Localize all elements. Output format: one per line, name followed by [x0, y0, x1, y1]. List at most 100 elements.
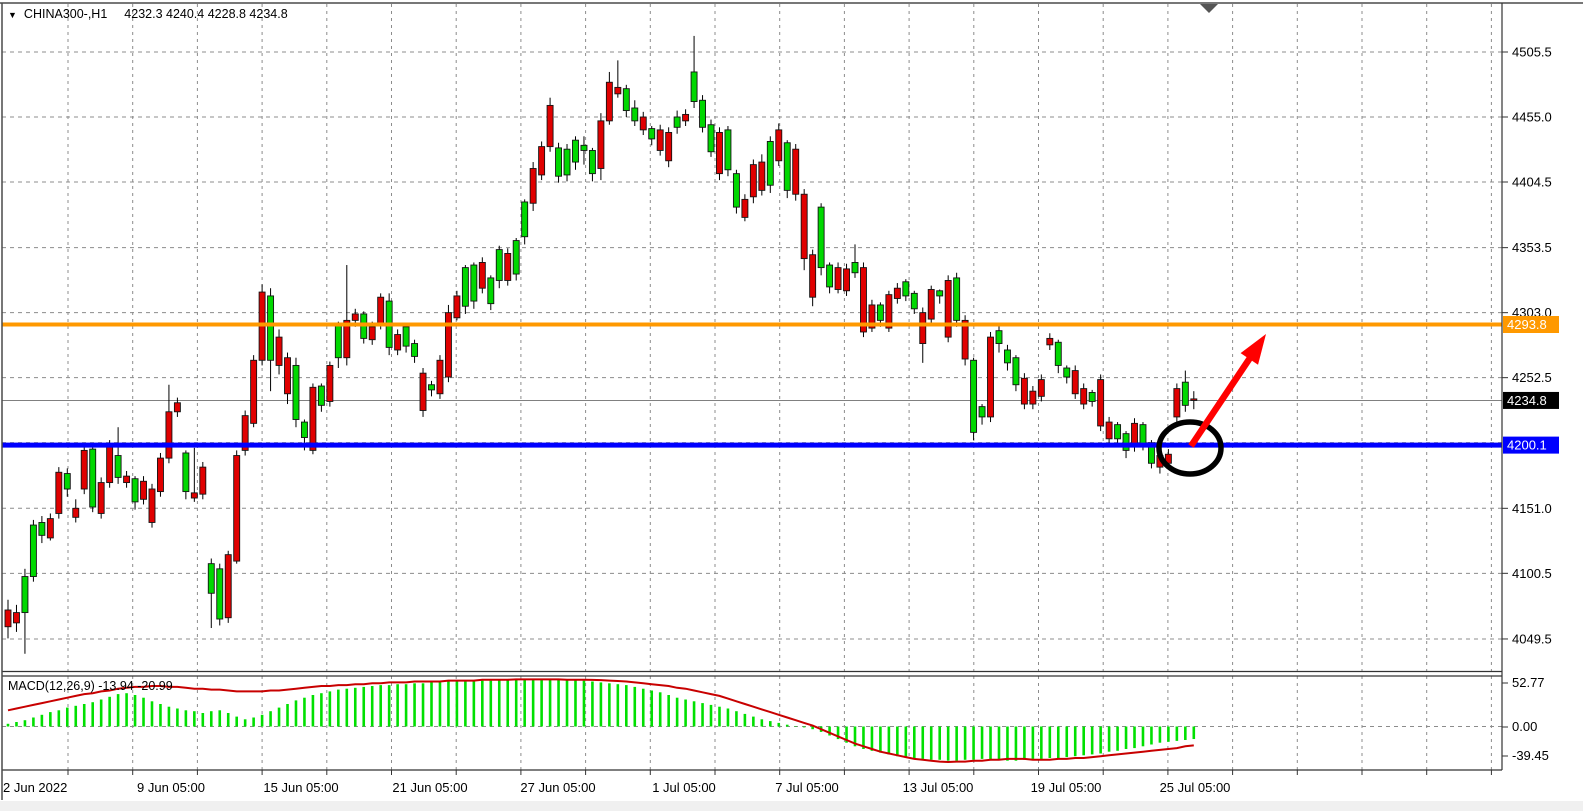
- candle-body: [995, 330, 1003, 345]
- price-tick-label: 4252.5: [1512, 370, 1552, 385]
- candle-body: [699, 99, 706, 128]
- candle-body: [944, 280, 952, 338]
- time-axis-label: 7 Jul 05:00: [775, 780, 839, 795]
- candle-body: [885, 294, 893, 329]
- candle-body: [1139, 424, 1147, 445]
- candle-body: [716, 131, 723, 175]
- candle-body: [444, 312, 452, 378]
- candle-body: [1105, 421, 1113, 440]
- candle-body: [436, 359, 444, 395]
- time-axis-label: 19 Jul 05:00: [1031, 780, 1102, 795]
- resistance-line[interactable]: [2, 322, 1502, 327]
- candle-body: [55, 471, 63, 514]
- candle-body: [936, 290, 944, 297]
- quote-ohlc-label: 4232.3 4240.4 4228.8 4234.8: [124, 7, 288, 21]
- candle-body: [29, 524, 37, 577]
- candle-body: [902, 281, 910, 297]
- support-line[interactable]: [2, 442, 1502, 448]
- candle-body: [394, 334, 402, 351]
- support-price-label-text: 4200.1: [1507, 438, 1547, 453]
- chart-shift-marker-icon[interactable]: [1200, 4, 1218, 13]
- candle-body: [46, 518, 54, 539]
- candle-body: [199, 466, 207, 495]
- candle-body: [487, 277, 495, 305]
- candle-body: [38, 522, 46, 536]
- candle-body: [572, 139, 579, 163]
- candle-body: [1088, 392, 1096, 402]
- candle-body: [495, 249, 503, 281]
- candle-body: [504, 252, 512, 281]
- candle-body: [216, 568, 224, 620]
- last-price-label[interactable]: 4234.8: [1503, 391, 1559, 409]
- candle-body: [724, 129, 732, 171]
- candle-body: [580, 144, 588, 151]
- time-axis-label: 25 Jul 05:00: [1160, 780, 1231, 795]
- candle-body: [97, 482, 105, 514]
- candle-body: [758, 161, 766, 191]
- resistance-price-label[interactable]: 4293.8: [1503, 316, 1559, 334]
- macd-tick-label: 52.77: [1512, 675, 1545, 690]
- chart-title: ▼ CHINA300-,H1 4232.3 4240.4 4228.8 4234…: [8, 7, 288, 21]
- candle-body: [707, 124, 715, 153]
- candle-body: [368, 326, 376, 341]
- support-price-label[interactable]: 4200.1: [1503, 436, 1559, 454]
- candle-body: [987, 336, 994, 418]
- candle-body: [817, 206, 825, 269]
- candle-body: [157, 457, 164, 493]
- candle-body: [453, 295, 461, 319]
- candle-body: [809, 254, 817, 298]
- candle-body: [919, 312, 927, 345]
- candle-body: [792, 148, 800, 195]
- candle-body: [173, 402, 181, 413]
- symbol-period-label: CHINA300-,H1: [23, 7, 108, 21]
- candle-body: [1054, 341, 1062, 366]
- time-axis-label: 2 Jun 2022: [3, 780, 67, 795]
- candle-body: [275, 336, 283, 366]
- candle-body: [563, 148, 571, 176]
- candle-body: [13, 612, 20, 624]
- highlight-ellipse-annotation[interactable]: [1156, 419, 1224, 477]
- candle-body: [639, 116, 647, 131]
- candle-body: [224, 554, 232, 619]
- candle-body: [114, 455, 122, 478]
- candle-body: [351, 313, 359, 321]
- candle-body: [461, 267, 469, 307]
- candle-body: [970, 359, 978, 433]
- up-arrow-annotation[interactable]: [1240, 334, 1266, 365]
- time-axis-label: 27 Jun 05:00: [520, 780, 595, 795]
- resistance-price-label-text: 4293.8: [1507, 317, 1547, 332]
- candle-body: [834, 267, 842, 290]
- time-axis-label: 21 Jun 05:00: [392, 780, 467, 795]
- candle-body: [766, 141, 774, 186]
- macd-histogram: [6, 679, 1196, 761]
- vertical-gridlines: [67, 4, 1492, 770]
- candle-body: [292, 364, 300, 420]
- candle-body: [267, 295, 275, 361]
- candle-body: [826, 264, 834, 288]
- candle-body: [893, 287, 901, 299]
- candle-body: [1181, 381, 1189, 406]
- candle-body: [521, 201, 529, 238]
- candle-body: [690, 71, 698, 103]
- candle-body: [250, 359, 258, 424]
- support-price-label-box: [1503, 436, 1559, 454]
- candle-body: [1114, 424, 1122, 440]
- candle-body: [343, 319, 351, 359]
- candle-body: [622, 88, 630, 112]
- time-axis-label: 1 Jul 05:00: [652, 780, 716, 795]
- price-tick-label: 4100.5: [1512, 566, 1552, 581]
- candle-body: [876, 304, 884, 321]
- candle-body: [470, 264, 478, 302]
- candle-body: [377, 296, 385, 326]
- price-tick-label: 4404.5: [1512, 175, 1552, 190]
- candle-body: [546, 104, 554, 148]
- candle-body: [614, 86, 622, 95]
- candle-body: [927, 289, 935, 320]
- time-axis-label: 9 Jun 05:00: [137, 780, 205, 795]
- candle-body: [89, 448, 97, 508]
- candle-body: [843, 268, 850, 292]
- candle-body: [284, 357, 291, 395]
- candle-body: [411, 343, 419, 357]
- candle-body: [123, 475, 131, 484]
